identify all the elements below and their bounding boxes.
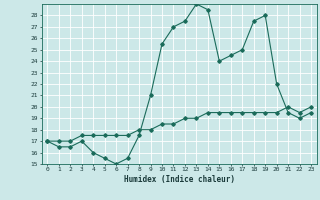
X-axis label: Humidex (Indice chaleur): Humidex (Indice chaleur) [124, 175, 235, 184]
